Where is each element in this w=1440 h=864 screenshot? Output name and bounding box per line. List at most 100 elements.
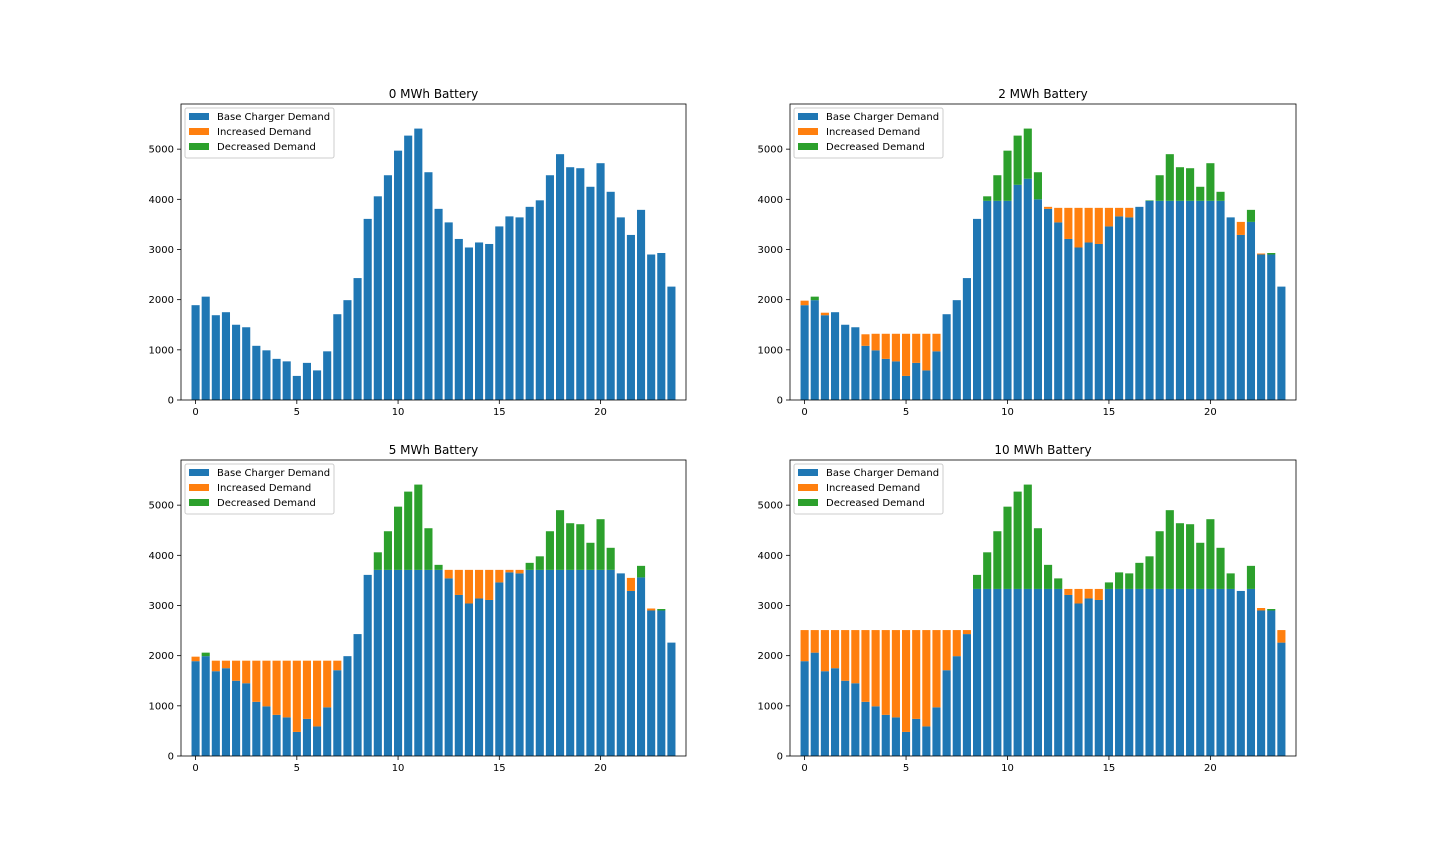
bar-decreased <box>576 524 585 570</box>
x-tick-label: 15 <box>1103 763 1116 774</box>
bar-base <box>323 351 332 400</box>
bar-increased <box>1054 207 1063 223</box>
bar-base <box>414 128 423 400</box>
bar-base <box>485 599 494 756</box>
bar-decreased <box>606 547 615 570</box>
bar-base <box>373 569 382 756</box>
bar-base <box>343 656 352 756</box>
bar-base <box>566 167 575 400</box>
axes-frame <box>180 103 687 401</box>
bar-decreased <box>1054 578 1063 589</box>
bar-base <box>211 671 220 756</box>
bar-decreased <box>1246 565 1256 589</box>
bar-base <box>983 588 992 756</box>
bar-base <box>647 610 656 756</box>
legend-swatch-decreased <box>189 499 209 506</box>
x-tick-label: 0 <box>801 763 807 774</box>
y-tick-label: 3000 <box>758 601 783 612</box>
x-tick-label: 5 <box>903 763 909 774</box>
bar-base <box>313 370 322 400</box>
bar-base <box>993 200 1002 400</box>
bar-base <box>576 168 585 400</box>
legend-swatch-base <box>798 113 818 120</box>
bar-decreased <box>1023 484 1032 589</box>
bar-increased <box>820 630 829 672</box>
bar-base <box>871 706 880 756</box>
bar-decreased <box>657 609 666 611</box>
bar-decreased <box>1186 168 1195 201</box>
bar-base <box>871 350 880 400</box>
bar-base <box>1165 588 1174 756</box>
x-tick-label: 20 <box>594 763 607 774</box>
bar-increased <box>861 334 870 346</box>
bar-base <box>1023 178 1032 400</box>
bar-base <box>820 671 829 756</box>
bar-base <box>901 731 911 756</box>
legend-label-increased: Increased Demand <box>826 483 920 494</box>
bar-decreased <box>434 564 443 570</box>
subplot-title: 10 MWh Battery <box>994 443 1091 457</box>
legend: Base Charger Demand Increased Demand Decre… <box>184 463 335 515</box>
bar-base <box>830 312 840 400</box>
bar-base <box>1257 254 1266 400</box>
bar-base <box>1236 590 1245 756</box>
bar-base <box>1145 588 1154 756</box>
bar-base <box>353 278 362 400</box>
bar-decreased <box>1267 609 1276 611</box>
y-tick-label: 4000 <box>149 551 174 562</box>
y-tick-label: 5000 <box>149 145 174 156</box>
bar-base <box>1003 588 1012 756</box>
bar-decreased <box>525 562 534 570</box>
bar-base <box>242 683 251 756</box>
bar-increased <box>475 569 484 599</box>
bar-decreased <box>1044 564 1053 589</box>
bar-base <box>1044 208 1053 400</box>
legend-label-decreased: Decreased Demand <box>217 498 316 509</box>
bar-base <box>1023 588 1032 756</box>
bar-base <box>1054 588 1063 756</box>
bar-base <box>586 186 595 400</box>
bar-base <box>616 217 625 400</box>
bar-base <box>1104 588 1113 756</box>
bar-decreased <box>1186 524 1195 589</box>
bar-decreased <box>1196 186 1205 201</box>
legend-label-base: Base Charger Demand <box>217 468 330 479</box>
bar-base <box>404 135 413 400</box>
bar-increased <box>1257 608 1266 611</box>
bar-base <box>515 573 524 756</box>
bar-decreased <box>1125 573 1134 589</box>
bar-base <box>1074 247 1083 400</box>
bar-base <box>1257 610 1266 756</box>
subplot-title: 2 MWh Battery <box>998 87 1088 101</box>
y-tick-label: 5000 <box>149 501 174 512</box>
legend-swatch-base <box>189 113 209 120</box>
bar-base <box>983 200 992 400</box>
y-tick-label: 4000 <box>758 551 783 562</box>
bar-base <box>841 680 850 756</box>
bar-base <box>191 661 200 756</box>
bar-increased <box>1044 206 1053 209</box>
x-tick-label: 20 <box>594 407 607 418</box>
bar-base <box>1216 588 1225 756</box>
legend-label-decreased: Decreased Demand <box>826 498 925 509</box>
bar-base <box>191 305 200 400</box>
bar-increased <box>871 630 880 707</box>
bar-base <box>647 254 656 400</box>
bar-decreased <box>1135 562 1144 589</box>
bar-base <box>272 714 281 756</box>
bar-base <box>1267 610 1276 756</box>
bar-base <box>1125 588 1134 756</box>
bar-base <box>545 175 554 400</box>
bar-increased <box>292 660 301 732</box>
bar-base <box>201 296 210 400</box>
bar-increased <box>942 630 951 671</box>
bar-decreased <box>414 484 423 570</box>
x-tick-label: 20 <box>1204 763 1217 774</box>
bar-base <box>505 216 514 400</box>
subplot-title: 0 MWh Battery <box>389 87 479 101</box>
legend-swatch-base <box>798 469 818 476</box>
subplot-3: 0 5 10 15 20 0 1000 2000 3000 4000 5000 10 MWh Batt… <box>758 443 1297 774</box>
bar-base <box>302 362 311 400</box>
bar-decreased <box>1175 167 1185 201</box>
bar-decreased <box>1033 528 1042 589</box>
